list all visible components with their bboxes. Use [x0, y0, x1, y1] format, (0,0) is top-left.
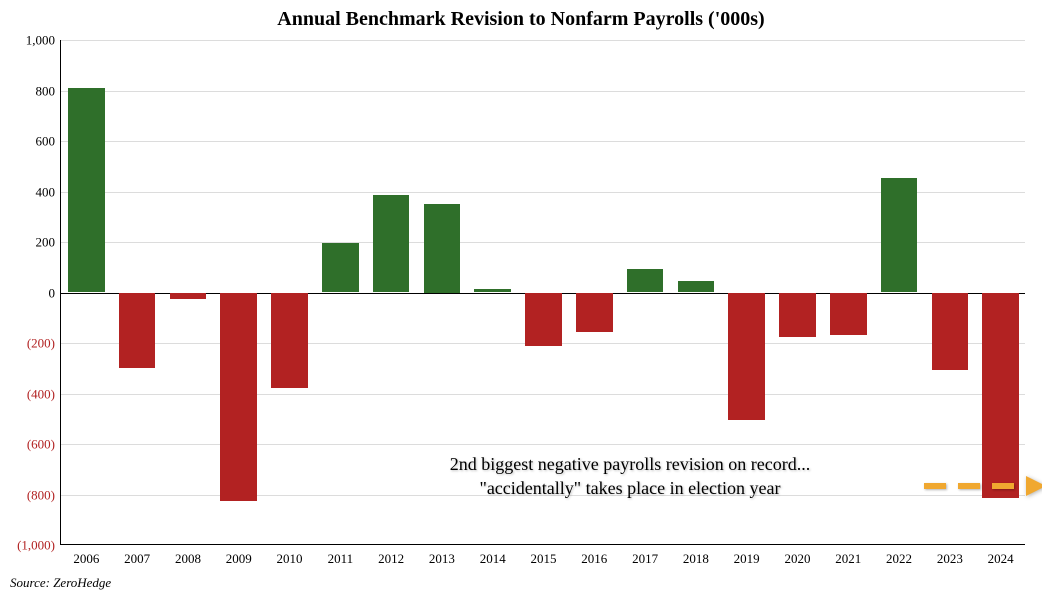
chart-title: Annual Benchmark Revision to Nonfarm Pay…: [0, 8, 1042, 31]
x-tick-label: 2023: [937, 551, 963, 567]
x-tick-label: 2022: [886, 551, 912, 567]
x-tick-label: 2007: [124, 551, 150, 567]
arrow-head-icon: [1026, 476, 1042, 496]
x-tick-label: 2012: [378, 551, 404, 567]
y-tick-label: (400): [5, 387, 55, 400]
y-tick-label: (200): [5, 337, 55, 350]
bar-2007: [119, 293, 156, 369]
x-tick-label: 2019: [734, 551, 760, 567]
bar-2009: [220, 293, 257, 501]
y-tick-label: 800: [5, 84, 55, 97]
y-tick-label: 0: [5, 286, 55, 299]
gridline: [61, 444, 1025, 445]
y-tick-label: 600: [5, 135, 55, 148]
x-tick-label: 2024: [988, 551, 1014, 567]
arrow-dash-icon: [992, 483, 1014, 489]
bar-2021: [830, 293, 867, 336]
bar-2020: [779, 293, 816, 337]
annotation-line1: 2nd biggest negative payrolls revision o…: [450, 454, 810, 474]
bar-2017: [627, 269, 664, 293]
annotation-text: 2nd biggest negative payrolls revision o…: [310, 452, 950, 501]
gridline: [61, 40, 1025, 41]
bar-2011: [322, 243, 359, 292]
x-tick-label: 2006: [73, 551, 99, 567]
y-tick-label: (600): [5, 438, 55, 451]
arrow-dash-icon: [924, 483, 946, 489]
x-tick-label: 2018: [683, 551, 709, 567]
bar-2010: [271, 293, 308, 389]
y-tick-label: 400: [5, 185, 55, 198]
bar-2023: [932, 293, 969, 370]
bar-2015: [525, 293, 562, 346]
annotation-line2: "accidentally" takes place in election y…: [479, 478, 780, 498]
gridline: [61, 91, 1025, 92]
x-tick-label: 2011: [328, 551, 354, 567]
x-tick-label: 2009: [226, 551, 252, 567]
bar-2024: [982, 293, 1019, 499]
y-tick-label: 200: [5, 236, 55, 249]
bar-2006: [68, 88, 105, 293]
x-tick-label: 2020: [784, 551, 810, 567]
gridline: [61, 141, 1025, 142]
x-tick-label: 2015: [531, 551, 557, 567]
x-tick-label: 2010: [277, 551, 303, 567]
y-tick-label: (800): [5, 488, 55, 501]
x-tick-label: 2017: [632, 551, 658, 567]
bar-2013: [424, 204, 461, 292]
bar-2012: [373, 195, 410, 292]
bar-2014: [474, 289, 511, 293]
arrow-dash-icon: [958, 483, 980, 489]
source-label: Source: ZeroHedge: [10, 575, 111, 591]
x-tick-label: 2008: [175, 551, 201, 567]
x-tick-label: 2016: [581, 551, 607, 567]
x-tick-label: 2013: [429, 551, 455, 567]
bar-2018: [678, 281, 715, 292]
bar-2016: [576, 293, 613, 332]
bar-2008: [170, 293, 207, 299]
x-tick-label: 2014: [480, 551, 506, 567]
gridline: [61, 394, 1025, 395]
y-tick-label: (1,000): [5, 539, 55, 552]
x-tick-label: 2021: [835, 551, 861, 567]
y-tick-label: 1,000: [5, 34, 55, 47]
bar-2022: [881, 178, 918, 293]
bar-2019: [728, 293, 765, 421]
